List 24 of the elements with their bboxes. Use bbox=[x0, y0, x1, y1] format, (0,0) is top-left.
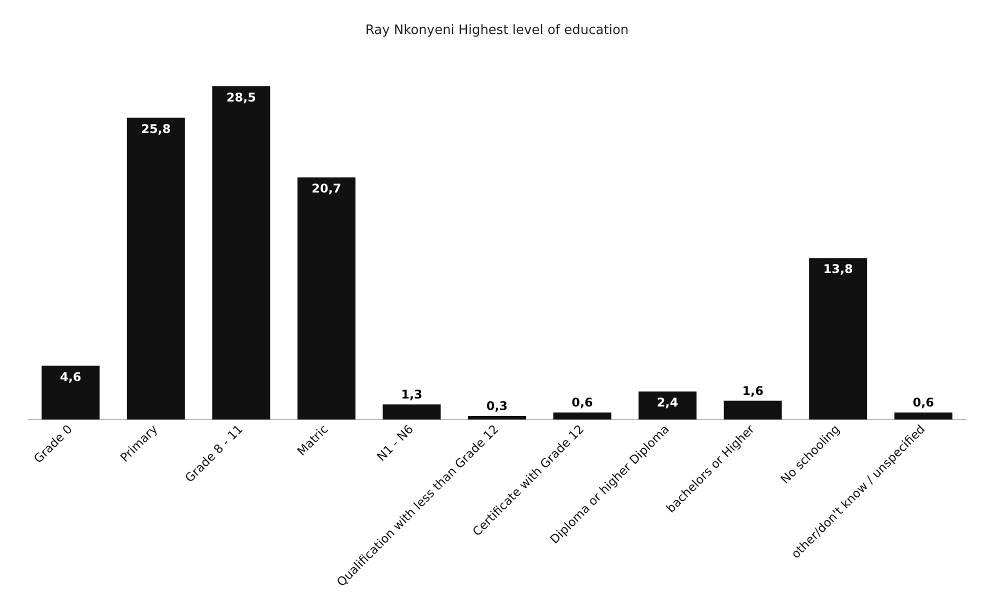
data-label: 20,7 bbox=[312, 182, 342, 196]
data-label: 28,5 bbox=[226, 90, 256, 104]
data-label: 2,4 bbox=[656, 396, 678, 410]
data-label: 13,8 bbox=[823, 262, 853, 276]
bar bbox=[126, 118, 185, 420]
data-label: 4,6 bbox=[60, 370, 82, 384]
bar bbox=[809, 258, 868, 420]
data-label: 1,6 bbox=[742, 384, 764, 398]
bar bbox=[297, 177, 356, 420]
bar bbox=[638, 391, 697, 420]
chart-title: Ray Nkonyeni Highest level of education bbox=[365, 23, 629, 38]
bar bbox=[382, 404, 441, 420]
bar bbox=[553, 412, 612, 420]
bar bbox=[212, 86, 270, 420]
data-label: 25,8 bbox=[141, 122, 171, 136]
bar bbox=[894, 412, 952, 420]
data-label: 1,3 bbox=[401, 387, 422, 402]
x-tick-label: N1 - N6 bbox=[374, 422, 416, 464]
data-label: 0,6 bbox=[912, 396, 934, 410]
bar bbox=[42, 366, 100, 420]
data-label: 0,3 bbox=[486, 399, 508, 414]
data-label: 0,6 bbox=[572, 396, 593, 410]
bar bbox=[468, 416, 526, 420]
bar bbox=[724, 400, 782, 420]
